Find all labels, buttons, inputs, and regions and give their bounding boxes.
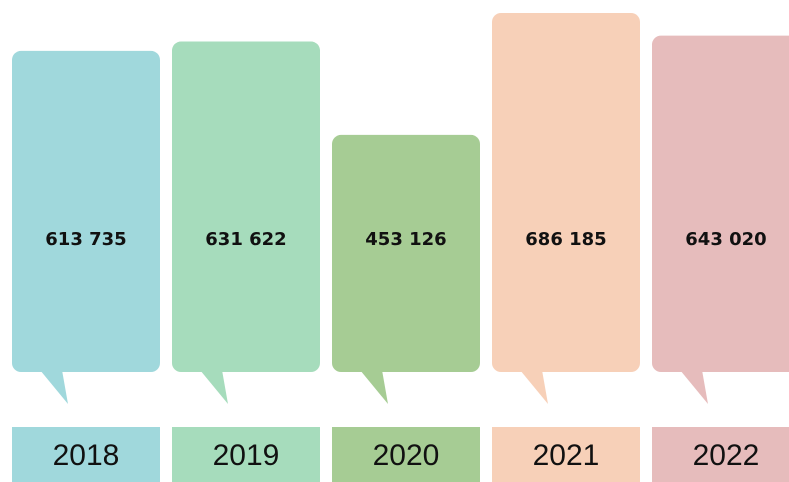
bubble-bar (492, 13, 640, 372)
bubble-tail (520, 370, 548, 404)
category-box (12, 427, 160, 482)
category-label: 2018 (53, 439, 120, 472)
category-box (492, 427, 640, 482)
value-label: 613 735 (45, 229, 126, 250)
bubble-tail (360, 370, 388, 404)
value-label: 453 126 (365, 229, 446, 250)
bubble-tail (40, 370, 68, 404)
value-label: 686 185 (525, 229, 606, 250)
value-label: 631 622 (205, 229, 286, 250)
bubble-bar (12, 50, 160, 373)
category-label: 2021 (533, 439, 600, 472)
category-box (332, 427, 480, 482)
category-label: 2019 (213, 439, 280, 472)
category-label: 2022 (693, 439, 760, 472)
category-box (172, 427, 320, 482)
category-box (652, 427, 789, 482)
bubble-bar (652, 35, 789, 372)
value-label: 643 020 (685, 229, 766, 250)
category-label: 2020 (373, 439, 440, 472)
bubble-tail (200, 370, 228, 404)
bubble-tail (680, 370, 708, 404)
bubble-bar (172, 41, 320, 372)
bubble-bar (332, 134, 480, 372)
